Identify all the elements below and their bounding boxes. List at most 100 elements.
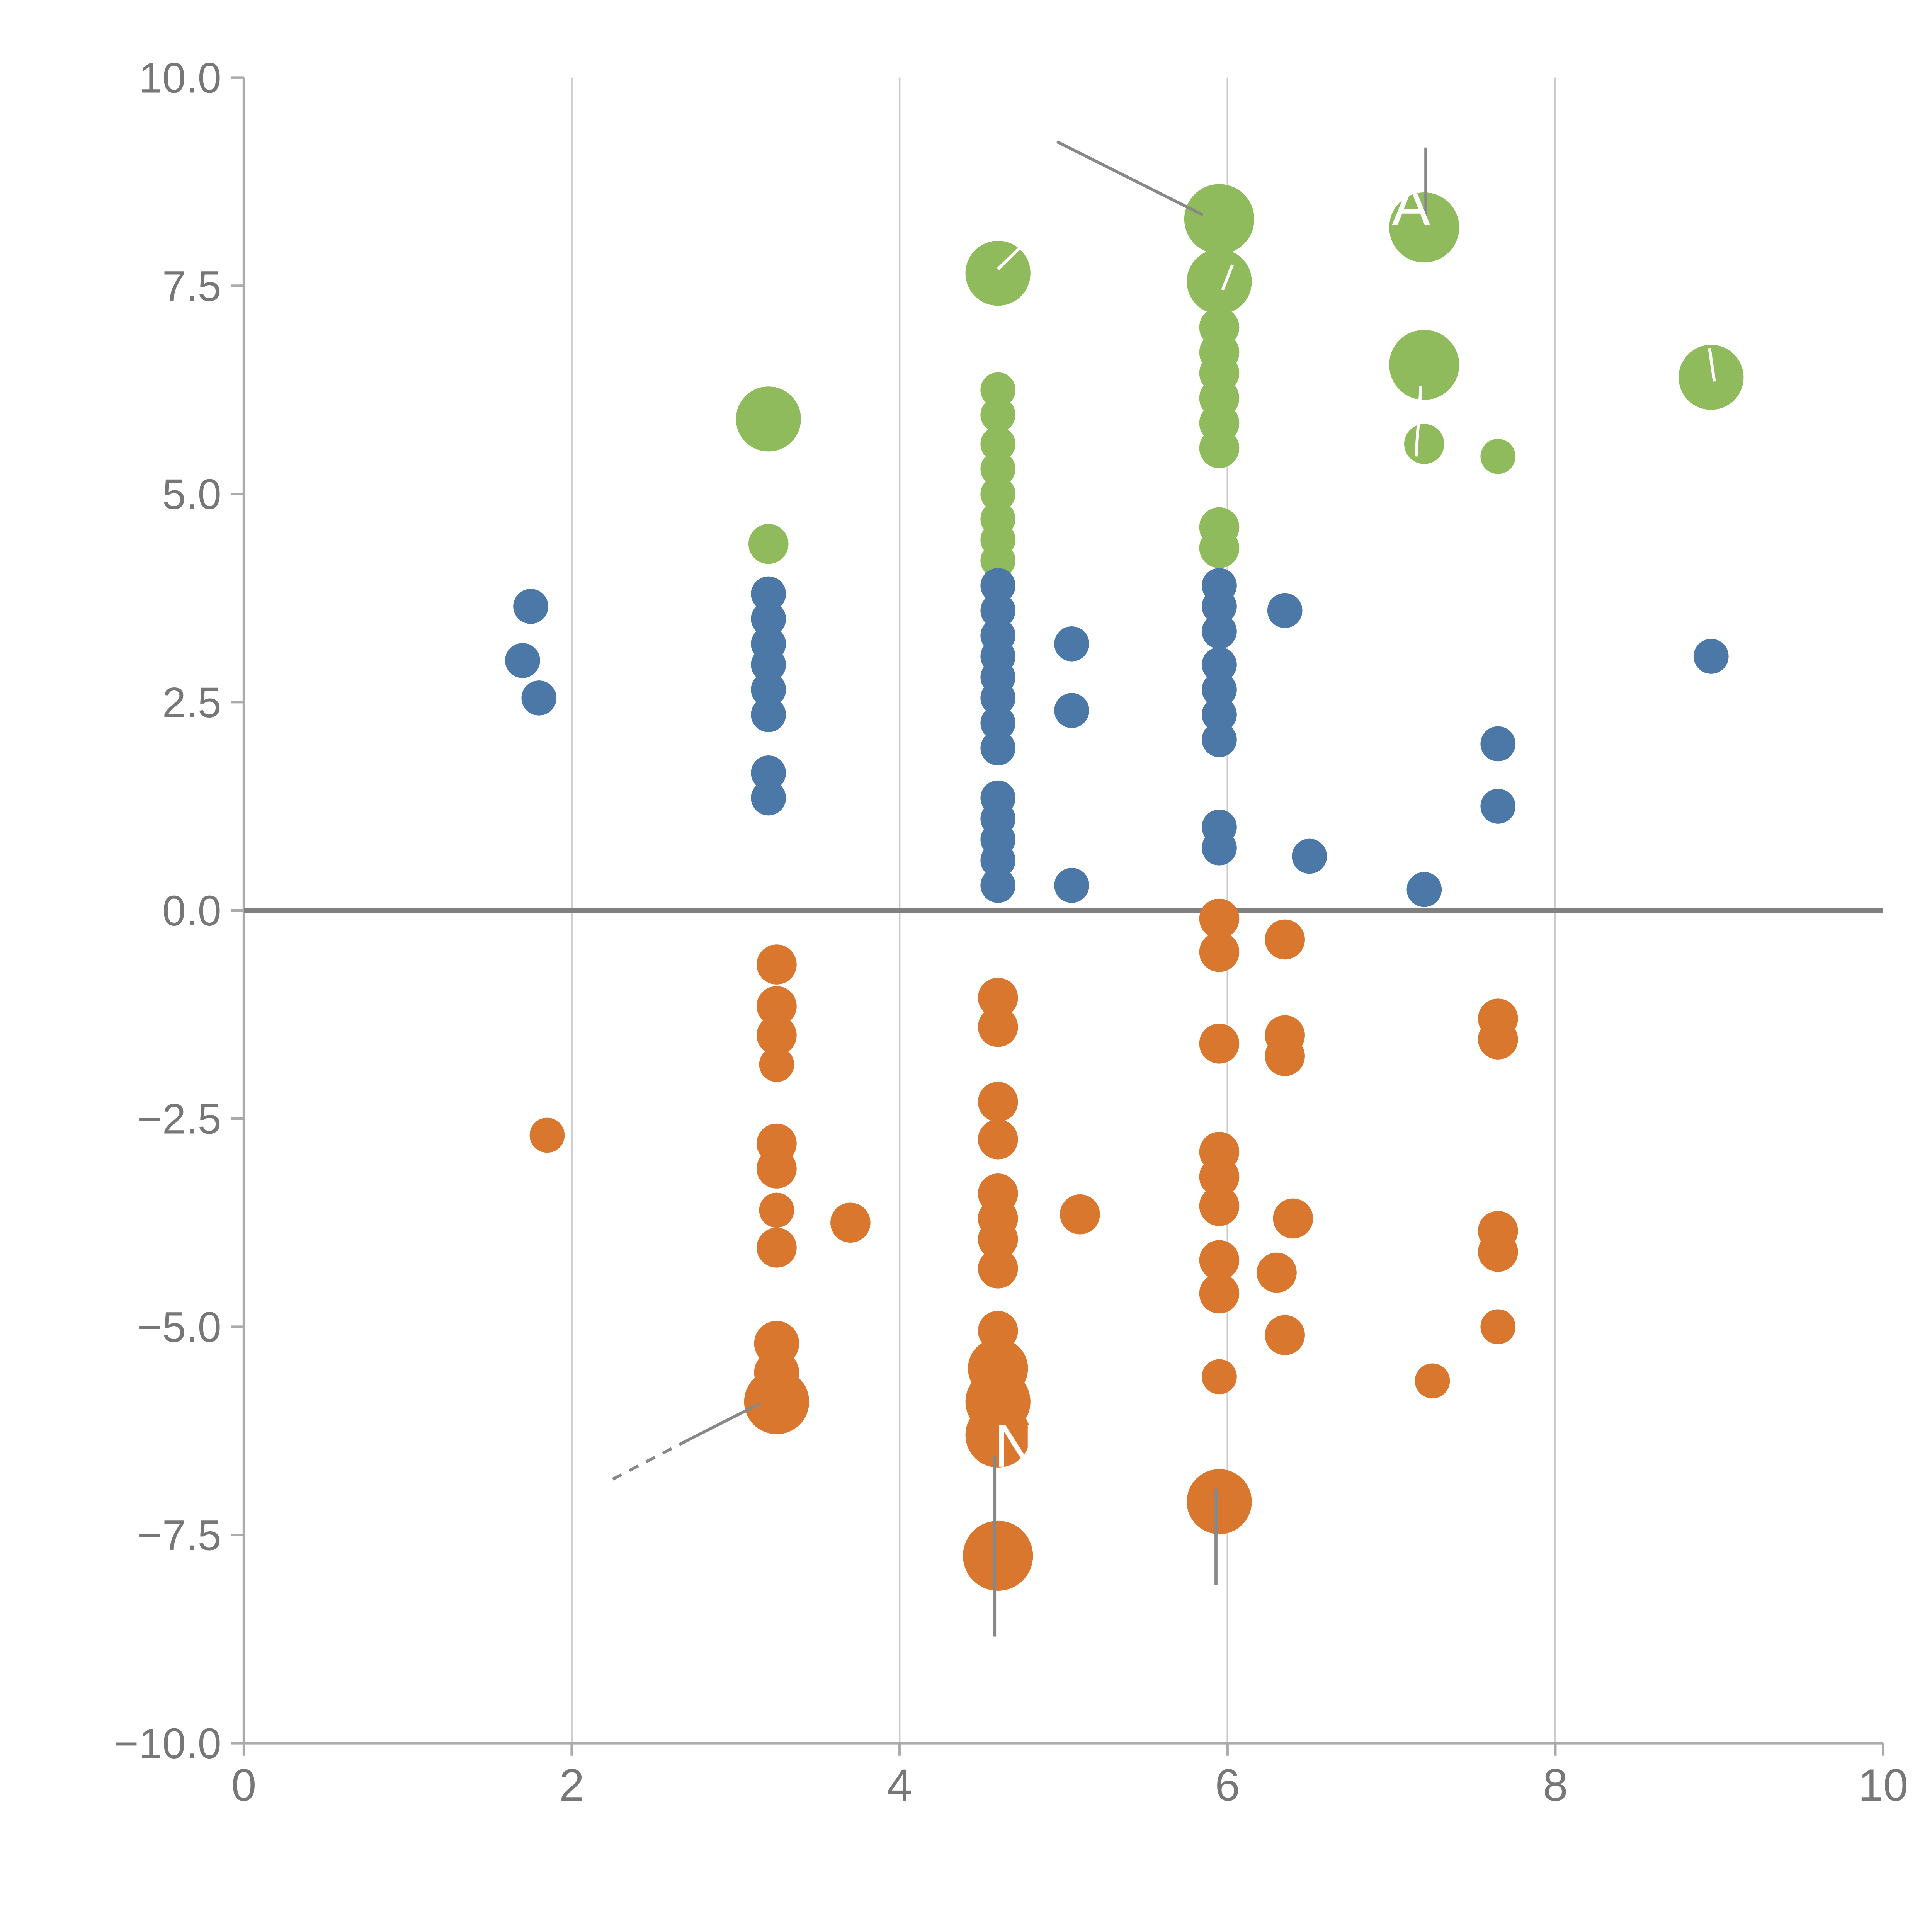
data-point-blue xyxy=(1054,626,1089,662)
annotation-leader-line xyxy=(1056,140,1204,216)
data-point-blue xyxy=(980,680,1016,716)
annotation-leader-line xyxy=(1708,348,1716,382)
data-point-blue xyxy=(1202,588,1237,624)
data-point-blue xyxy=(1480,726,1516,762)
data-point-blue xyxy=(751,697,786,732)
data-point-orange xyxy=(1060,1194,1100,1235)
data-point-orange xyxy=(965,1402,1031,1468)
data-point-orange xyxy=(1478,1019,1518,1060)
y-tick-label: −5.0 xyxy=(138,1303,221,1351)
data-point-orange xyxy=(830,1202,871,1243)
data-point-blue xyxy=(751,601,786,636)
data-point-blue xyxy=(1292,838,1327,874)
data-point-green xyxy=(1199,528,1240,568)
data-point-blue xyxy=(1202,830,1237,866)
data-point-orange xyxy=(1265,1315,1305,1355)
y-tick-label: 5.0 xyxy=(162,471,221,518)
data-point-green xyxy=(980,476,1016,512)
data-point-orange xyxy=(1480,1309,1516,1344)
y-tick-label: −2.5 xyxy=(138,1095,221,1143)
data-point-orange xyxy=(1187,1469,1252,1534)
x-tick-label: 10 xyxy=(1858,1760,1908,1810)
data-point-orange xyxy=(757,944,797,985)
data-point-green xyxy=(965,241,1031,306)
data-point-blue xyxy=(1202,672,1237,707)
data-point-blue xyxy=(751,780,786,816)
data-point-orange xyxy=(757,1148,797,1189)
data-point-orange xyxy=(1273,1198,1313,1239)
data-point-green xyxy=(748,524,789,564)
data-point-orange xyxy=(1199,1186,1240,1226)
data-point-orange xyxy=(757,1015,797,1056)
data-point-green xyxy=(980,543,1016,578)
data-point-orange xyxy=(978,1248,1018,1289)
data-point-green xyxy=(1679,345,1744,410)
data-point-blue xyxy=(1267,593,1303,628)
data-point-blue xyxy=(751,755,786,791)
y-tick-label: 0.0 xyxy=(162,887,221,935)
data-point-green xyxy=(736,386,801,452)
data-point-blue xyxy=(980,843,1016,878)
data-point-orange xyxy=(978,1219,1018,1260)
data-point-blue xyxy=(505,643,540,678)
data-point-orange xyxy=(1478,1231,1518,1272)
data-point-orange xyxy=(759,1047,794,1082)
data-point-blue xyxy=(1202,722,1237,757)
x-tick-label: 6 xyxy=(1215,1760,1240,1810)
data-point-blue xyxy=(1406,872,1442,907)
data-point-blue xyxy=(980,705,1016,741)
data-point-orange xyxy=(1265,919,1305,960)
y-tick-label: 10.0 xyxy=(139,54,221,102)
data-point-orange xyxy=(1199,1156,1240,1197)
x-tick-label: 4 xyxy=(887,1760,912,1810)
data-point-orange xyxy=(1199,932,1240,972)
data-point-orange xyxy=(759,1192,794,1228)
data-point-orange xyxy=(963,1520,1033,1591)
data-point-orange xyxy=(1202,1359,1237,1395)
y-tick-label: 2.5 xyxy=(162,679,221,726)
data-point-orange xyxy=(1199,898,1240,939)
data-point-blue xyxy=(1054,693,1089,728)
x-tick-label: 8 xyxy=(1543,1760,1568,1810)
data-point-green xyxy=(1199,428,1240,468)
data-point-blue xyxy=(751,647,786,682)
data-point-orange xyxy=(744,1369,810,1434)
annotation-leader-line xyxy=(612,1439,687,1481)
annotation-label: N xyxy=(994,1412,1037,1480)
annotation-leader-line xyxy=(997,247,1020,270)
data-point-orange xyxy=(978,978,1018,1018)
data-point-blue xyxy=(751,576,786,612)
data-point-green xyxy=(1389,330,1459,400)
data-point-green xyxy=(1184,184,1255,254)
data-point-blue xyxy=(1202,697,1237,732)
data-point-blue xyxy=(513,588,548,624)
data-point-blue xyxy=(980,868,1016,903)
data-point-orange xyxy=(757,986,797,1026)
data-point-green xyxy=(980,397,1016,432)
data-point-orange xyxy=(1265,1036,1305,1076)
annotation-leader-line xyxy=(1221,264,1234,291)
data-point-orange xyxy=(1415,1363,1450,1399)
data-point-blue xyxy=(980,568,1016,603)
data-point-green xyxy=(1480,439,1516,474)
data-point-orange xyxy=(529,1117,565,1153)
data-point-orange xyxy=(757,1228,797,1268)
data-point-orange xyxy=(1199,1240,1240,1281)
y-tick-label: −7.5 xyxy=(138,1512,221,1559)
data-point-blue xyxy=(1693,639,1729,674)
x-tick-label: 2 xyxy=(559,1760,584,1810)
data-point-blue xyxy=(521,680,557,716)
data-point-green xyxy=(980,372,1016,408)
annotation-leader-line xyxy=(685,1402,761,1442)
data-point-green xyxy=(1389,192,1459,263)
data-point-blue xyxy=(1480,789,1516,824)
y-tick-label: −10.0 xyxy=(114,1720,221,1767)
data-point-blue xyxy=(980,593,1016,628)
data-point-orange xyxy=(978,1007,1018,1047)
data-point-green xyxy=(1404,424,1444,464)
annotation-leader-line xyxy=(1414,385,1423,457)
data-point-green xyxy=(980,451,1016,486)
data-point-blue xyxy=(751,672,786,707)
